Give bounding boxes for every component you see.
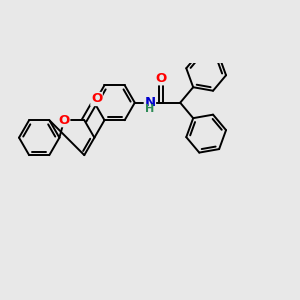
- Text: H: H: [145, 104, 154, 114]
- Text: N: N: [144, 96, 155, 109]
- Text: O: O: [58, 114, 70, 127]
- Text: O: O: [155, 72, 167, 85]
- Text: O: O: [91, 92, 102, 106]
